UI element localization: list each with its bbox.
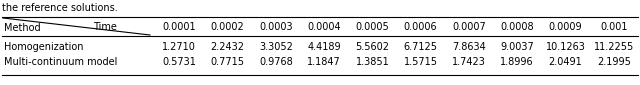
Text: 0.0006: 0.0006 (404, 22, 438, 32)
Text: Time: Time (93, 22, 117, 32)
Text: 0.0004: 0.0004 (307, 22, 341, 32)
Text: 1.3851: 1.3851 (355, 57, 389, 67)
Text: 1.7423: 1.7423 (452, 57, 486, 67)
Text: 0.0001: 0.0001 (163, 22, 196, 32)
Text: 0.001: 0.001 (600, 22, 628, 32)
Text: 0.0003: 0.0003 (259, 22, 292, 32)
Text: 11.2255: 11.2255 (594, 42, 634, 52)
Text: 0.0005: 0.0005 (355, 22, 389, 32)
Text: 10.1263: 10.1263 (546, 42, 586, 52)
Text: 2.0491: 2.0491 (548, 57, 582, 67)
Text: 3.3052: 3.3052 (259, 42, 292, 52)
Text: 0.7715: 0.7715 (211, 57, 244, 67)
Text: 1.5715: 1.5715 (404, 57, 438, 67)
Text: 0.0009: 0.0009 (548, 22, 582, 32)
Text: Multi-continuum model: Multi-continuum model (4, 57, 117, 67)
Text: Method: Method (4, 23, 40, 33)
Text: 7.8634: 7.8634 (452, 42, 486, 52)
Text: 0.0007: 0.0007 (452, 22, 486, 32)
Text: 5.5602: 5.5602 (355, 42, 389, 52)
Text: 2.1995: 2.1995 (597, 57, 631, 67)
Text: 0.5731: 0.5731 (162, 57, 196, 67)
Text: 2.2432: 2.2432 (211, 42, 244, 52)
Text: 4.4189: 4.4189 (307, 42, 341, 52)
Text: 6.7125: 6.7125 (404, 42, 438, 52)
Text: Homogenization: Homogenization (4, 42, 83, 52)
Text: 1.8996: 1.8996 (500, 57, 534, 67)
Text: 1.1847: 1.1847 (307, 57, 341, 67)
Text: 0.9768: 0.9768 (259, 57, 292, 67)
Text: the reference solutions.: the reference solutions. (2, 3, 118, 13)
Text: 1.2710: 1.2710 (162, 42, 196, 52)
Text: 9.0037: 9.0037 (500, 42, 534, 52)
Text: 0.0002: 0.0002 (211, 22, 244, 32)
Text: 0.0008: 0.0008 (500, 22, 534, 32)
